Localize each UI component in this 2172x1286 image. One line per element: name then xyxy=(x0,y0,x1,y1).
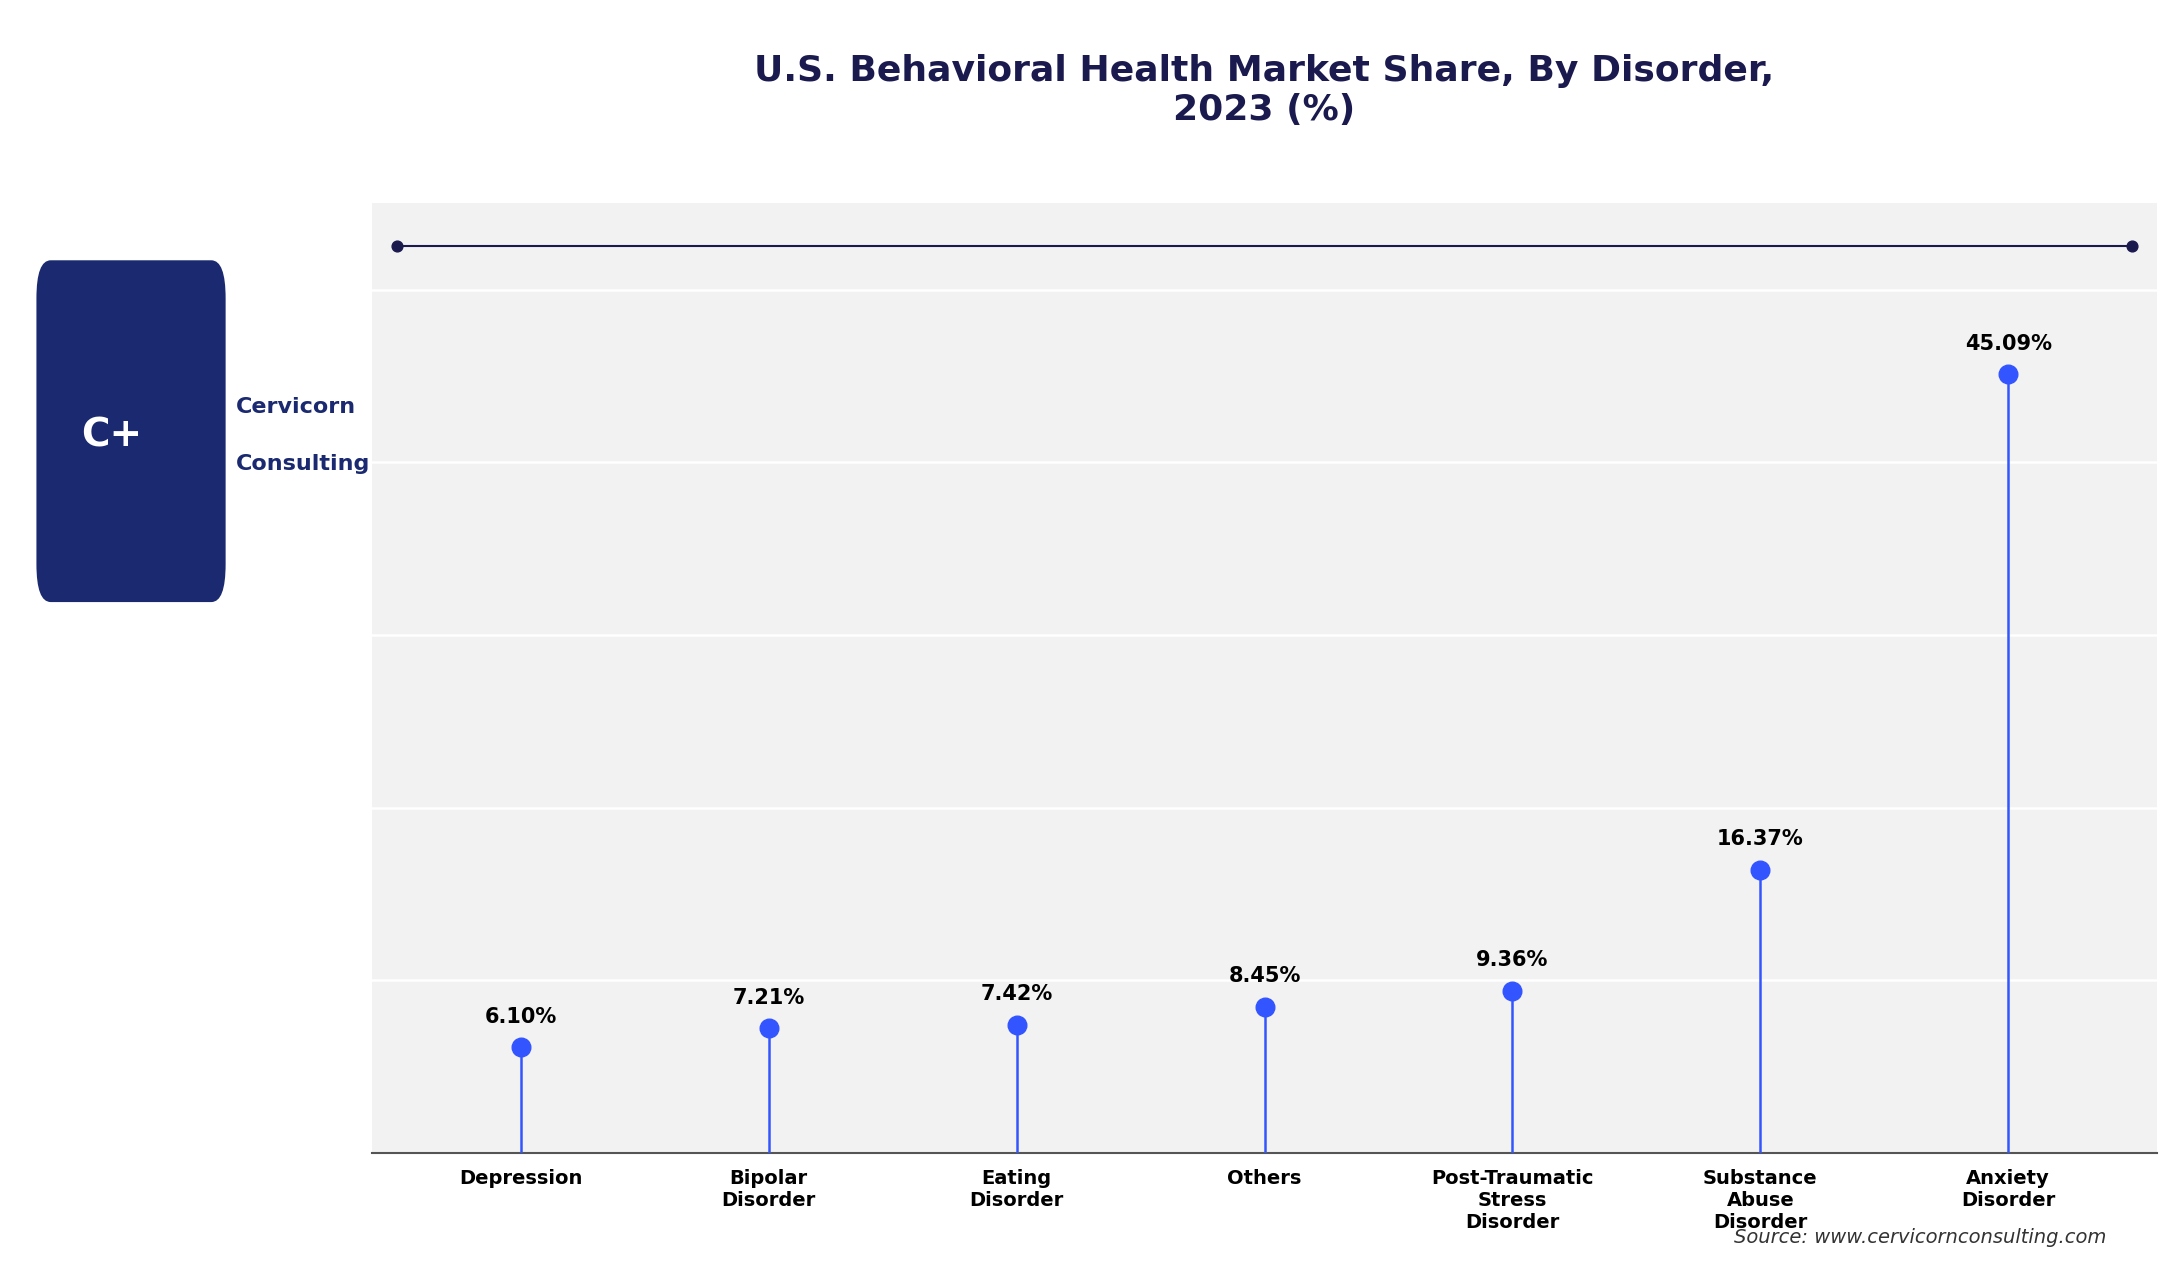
Point xyxy=(1494,981,1529,1002)
Text: 16.37%: 16.37% xyxy=(1716,829,1803,850)
Point xyxy=(1992,364,2026,385)
Point xyxy=(752,1019,786,1039)
Title: U.S. Behavioral Health Market Share, By Disorder,
2023 (%): U.S. Behavioral Health Market Share, By … xyxy=(754,54,1775,127)
Point xyxy=(380,237,415,257)
Text: Consulting: Consulting xyxy=(237,454,371,475)
Text: Source: www.cervicornconsulting.com: Source: www.cervicornconsulting.com xyxy=(1735,1228,2107,1247)
Text: Cervicorn: Cervicorn xyxy=(237,397,356,418)
Text: 45.09%: 45.09% xyxy=(1966,333,2053,354)
Text: 7.21%: 7.21% xyxy=(732,988,806,1007)
Point xyxy=(1742,860,1777,881)
Point xyxy=(504,1038,539,1058)
Text: 7.42%: 7.42% xyxy=(980,984,1053,1004)
Point xyxy=(999,1015,1034,1035)
Point xyxy=(2116,237,2150,257)
Point xyxy=(1247,997,1281,1017)
Text: 9.36%: 9.36% xyxy=(1477,950,1549,971)
Text: 6.10%: 6.10% xyxy=(484,1007,556,1026)
Text: C+: C+ xyxy=(80,417,141,455)
Text: 8.45%: 8.45% xyxy=(1229,966,1301,986)
FancyBboxPatch shape xyxy=(37,260,226,602)
